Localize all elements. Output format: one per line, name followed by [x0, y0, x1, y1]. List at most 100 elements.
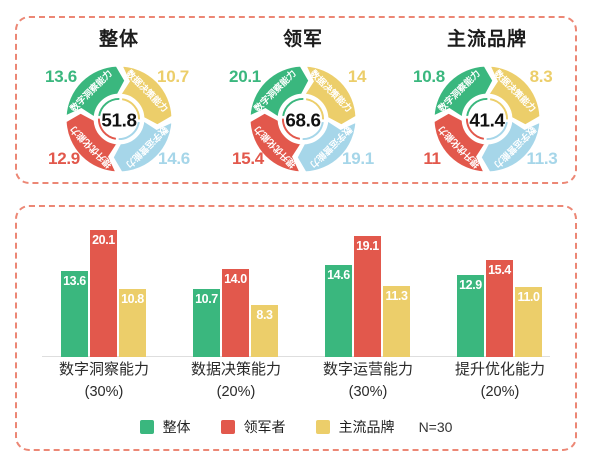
donut-segment — [111, 118, 174, 174]
x-axis-line — [42, 356, 550, 357]
donut-segment — [64, 64, 127, 120]
legend-label: 整体 — [162, 419, 191, 435]
donut-segment-value: 13.6 — [45, 67, 77, 86]
bar-value-label: 11.3 — [385, 289, 408, 303]
bar-group: 12.9 15.4 11.0 — [457, 260, 542, 357]
donut-inner-ring-arc — [282, 97, 304, 117]
bar: 19.1 — [354, 236, 381, 357]
bar: 11.0 — [515, 287, 542, 357]
category-weight: (30%) — [348, 383, 388, 400]
donut-segment-value: 14 — [347, 67, 367, 86]
donut-segment-value: 19.1 — [342, 149, 374, 168]
bar: 13.6 — [61, 271, 88, 357]
donut-inner-ring-arc — [97, 118, 117, 140]
bar-value-label: 11.0 — [517, 290, 540, 304]
bar-group: 10.7 14.0 8.3 — [193, 269, 278, 357]
bar-value-label: 10.8 — [121, 292, 144, 306]
bar-value-label: 8.3 — [256, 308, 273, 322]
donut-segment-value: 11.3 — [526, 149, 558, 168]
donut-section: 整体数字洞察能力 数据决策能力 数字运营能力 提升优化能力 51.8 13.6 10.7 14… — [15, 16, 577, 184]
donut-segment — [248, 111, 304, 174]
donut-inner-ring-arc — [489, 98, 509, 120]
category-label: 提升优化能力 (20%) — [420, 359, 580, 403]
donut-chart: 主流品牌 数字洞察能力 数据决策能力 数字运营能力 提升优化能力 41.4 10.8 8.3 1… — [399, 20, 575, 180]
legend-label: 领军者 — [243, 419, 286, 435]
legend-item: 领军者 — [220, 417, 286, 437]
bar-value-label: 19.1 — [356, 239, 379, 253]
donut-chart: 整体数字洞察能力 数据决策能力 数字运营能力 提升优化能力 51.8 13.6 10.7 14… — [31, 20, 207, 180]
bar-value-label: 13.6 — [63, 274, 86, 288]
donut-segment — [248, 64, 311, 120]
donut-segment — [302, 64, 358, 127]
bar-value-label: 15.4 — [488, 263, 511, 277]
bar: 14.6 — [325, 265, 352, 357]
donut-chart: 领军数字洞察能力 数据决策能力 数字运营能力 提升优化能力 68.6 20.1 14 19.1… — [215, 20, 391, 180]
donut-segment — [486, 64, 542, 127]
bar: 8.3 — [251, 305, 278, 357]
bar: 15.4 — [486, 260, 513, 357]
donut-center-total: 41.4 — [469, 110, 505, 131]
bar: 20.1 — [90, 230, 117, 357]
bar-plot: 13.6 20.1 10.8 10.7 14.0 8.3 14.6 19.1 11.3 12.9 1… — [17, 207, 575, 357]
donut-segment-value: 10.7 — [157, 67, 189, 86]
donut-segment-value: 15.4 — [232, 149, 264, 168]
donut-inner-ring-arc — [305, 98, 325, 120]
donut-inner-ring-arc — [486, 121, 508, 141]
legend-swatch — [220, 420, 235, 434]
donut-title: 主流品牌 — [446, 29, 527, 50]
bar: 12.9 — [457, 275, 484, 357]
legend-item: 主流品牌 — [315, 417, 395, 437]
legend: 整体 领军者 主流品牌 N=30 — [17, 417, 575, 437]
category-weight: (30%) — [84, 383, 124, 400]
donut-segment-value: 20.1 — [229, 67, 261, 86]
bar-group: 14.6 19.1 11.3 — [325, 236, 410, 357]
bar-group: 13.6 20.1 10.8 — [61, 230, 146, 357]
donut-inner-ring-arc — [465, 118, 485, 140]
legend-item: 整体 — [139, 417, 191, 437]
donut-inner-ring-arc — [281, 118, 301, 140]
bar: 10.8 — [119, 289, 146, 357]
donut-segment — [295, 118, 358, 174]
donut-segment — [64, 111, 120, 174]
donut-segment-value: 12.9 — [48, 149, 80, 168]
donut-inner-ring-arc — [118, 121, 140, 141]
donut-segment — [118, 64, 174, 127]
donut-center-total: 51.8 — [101, 110, 136, 131]
category-name: 数字运营能力 — [322, 361, 413, 378]
category-label: 数字洞察能力 (30%) — [24, 359, 184, 403]
donut-title: 整体 — [98, 29, 139, 50]
bar: 14.0 — [222, 269, 249, 357]
donut-inner-ring-arc — [121, 98, 141, 120]
category-label: 数据决策能力 (20%) — [156, 359, 316, 403]
bar: 11.3 — [383, 286, 410, 357]
category-weight: (20%) — [216, 383, 256, 400]
category-label: 数字运营能力 (30%) — [288, 359, 448, 403]
donut-segment-value: 8.3 — [529, 67, 553, 86]
bar-section: 13.6 20.1 10.8 10.7 14.0 8.3 14.6 19.1 11.3 12.9 1… — [15, 205, 577, 451]
bar-value-label: 20.1 — [92, 233, 115, 247]
legend-label: 主流品牌 — [338, 419, 395, 435]
category-weight: (20%) — [480, 383, 520, 400]
donut-segment — [432, 64, 495, 120]
donut-inner-ring-arc — [98, 97, 120, 117]
donut-segment — [432, 111, 488, 174]
bar-value-label: 10.7 — [195, 292, 218, 306]
donut-inner-ring-arc — [302, 121, 324, 141]
bar-value-label: 12.9 — [459, 278, 482, 292]
bar-value-label: 14.0 — [224, 272, 247, 286]
sample-size-label: N=30 — [418, 419, 453, 435]
category-name: 数据决策能力 — [190, 361, 281, 378]
category-name: 提升优化能力 — [454, 361, 545, 378]
donut-inner-ring-arc — [466, 97, 488, 117]
bar-value-label: 14.6 — [327, 268, 350, 282]
legend-swatch — [139, 420, 154, 434]
donut-segment-value: 14.6 — [158, 149, 190, 168]
donut-title: 领军 — [282, 29, 323, 50]
donut-segment — [479, 118, 542, 174]
donut-row: 整体数字洞察能力 数据决策能力 数字运营能力 提升优化能力 51.8 13.6 10.7 14… — [17, 18, 575, 180]
category-name: 数字洞察能力 — [58, 361, 149, 378]
donut-center-total: 68.6 — [285, 110, 320, 131]
